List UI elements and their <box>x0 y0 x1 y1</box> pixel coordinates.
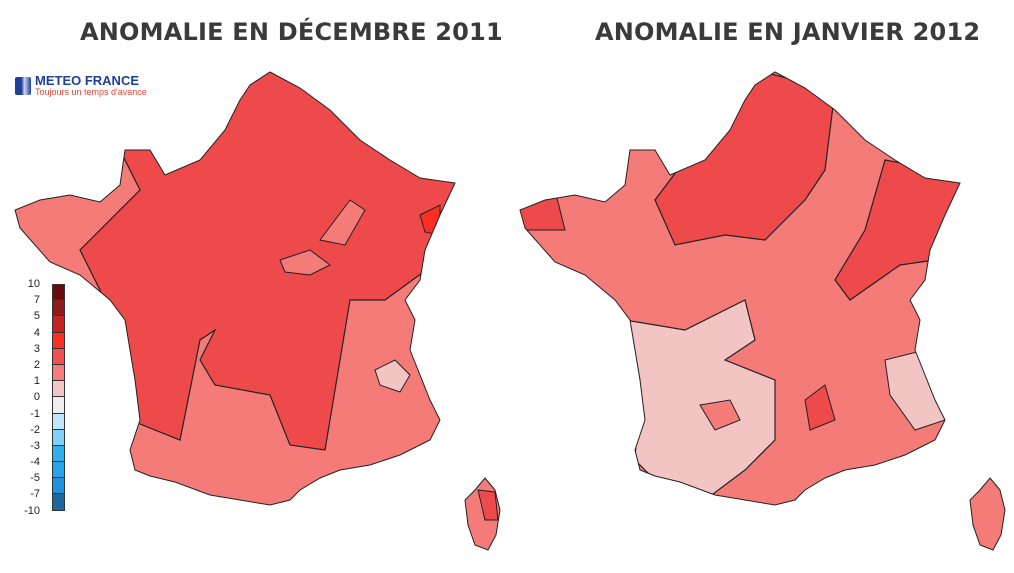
legend-row: -1 <box>8 408 65 430</box>
legend-label: -4 <box>30 456 40 469</box>
legend-label: -3 <box>30 439 40 452</box>
legend-row: -3 <box>8 440 65 463</box>
legend-row: -10 <box>8 505 65 527</box>
legend-swatch <box>52 445 65 463</box>
legend-row: -2 <box>8 424 65 446</box>
map-december-2011 <box>14 71 501 551</box>
legend-swatch <box>52 429 65 446</box>
legend-label: -10 <box>24 504 40 517</box>
title-january-2012: ANOMALIE EN JANVIER 2012 <box>595 18 981 46</box>
legend-label: 3 <box>33 342 40 355</box>
legend-swatch <box>52 494 65 511</box>
title-december-2011: ANOMALIE EN DÉCEMBRE 2011 <box>80 18 503 46</box>
legend-label: -7 <box>30 488 40 501</box>
legend-label: 7 <box>33 294 40 307</box>
legend-label: 5 <box>33 310 40 323</box>
legend-swatch <box>52 300 65 317</box>
meteo-france-logo: METEO FRANCE Toujours un temps d'avance <box>15 74 147 97</box>
legend-row: -7 <box>8 488 65 511</box>
legend-row: 3 <box>8 343 65 365</box>
map-january-2012 <box>519 71 1006 551</box>
legend-label: -1 <box>30 407 40 420</box>
legend-row: 7 <box>8 294 65 317</box>
logo-tagline: Toujours un temps d'avance <box>35 87 147 97</box>
legend-label: 2 <box>33 358 40 371</box>
legend-label: 0 <box>33 391 40 404</box>
logo-name: METEO FRANCE <box>35 73 139 88</box>
legend-row: 2 <box>8 359 65 382</box>
color-legend: 10 7 5 4 3 2 1 0 -1 -2 -3 -4 -5 -7 -10 <box>8 278 65 527</box>
legend-swatch <box>52 316 65 333</box>
legend-row: -4 <box>8 456 65 479</box>
legend-label: 4 <box>33 326 40 339</box>
legend-row: 4 <box>8 327 65 349</box>
legend-swatch <box>52 332 65 349</box>
legend-swatch <box>52 397 65 414</box>
legend-swatch <box>52 284 65 301</box>
legend-swatch <box>52 364 65 382</box>
legend-label: -5 <box>30 472 40 485</box>
legend-row: 1 <box>8 375 65 398</box>
legend-row: 10 <box>8 278 65 301</box>
legend-swatch <box>52 413 65 430</box>
legend-swatch <box>52 381 65 398</box>
legend-row: 0 <box>8 391 65 414</box>
legend-label: 1 <box>33 375 40 388</box>
legend-label: 10 <box>27 278 40 290</box>
legend-swatch <box>52 348 65 365</box>
meteo-france-logo-icon <box>15 76 31 95</box>
legend-row: -5 <box>8 472 65 495</box>
legend-swatch <box>52 462 65 479</box>
legend-label: -2 <box>30 423 40 436</box>
legend-swatch <box>52 478 65 495</box>
legend-row: 5 <box>8 310 65 333</box>
